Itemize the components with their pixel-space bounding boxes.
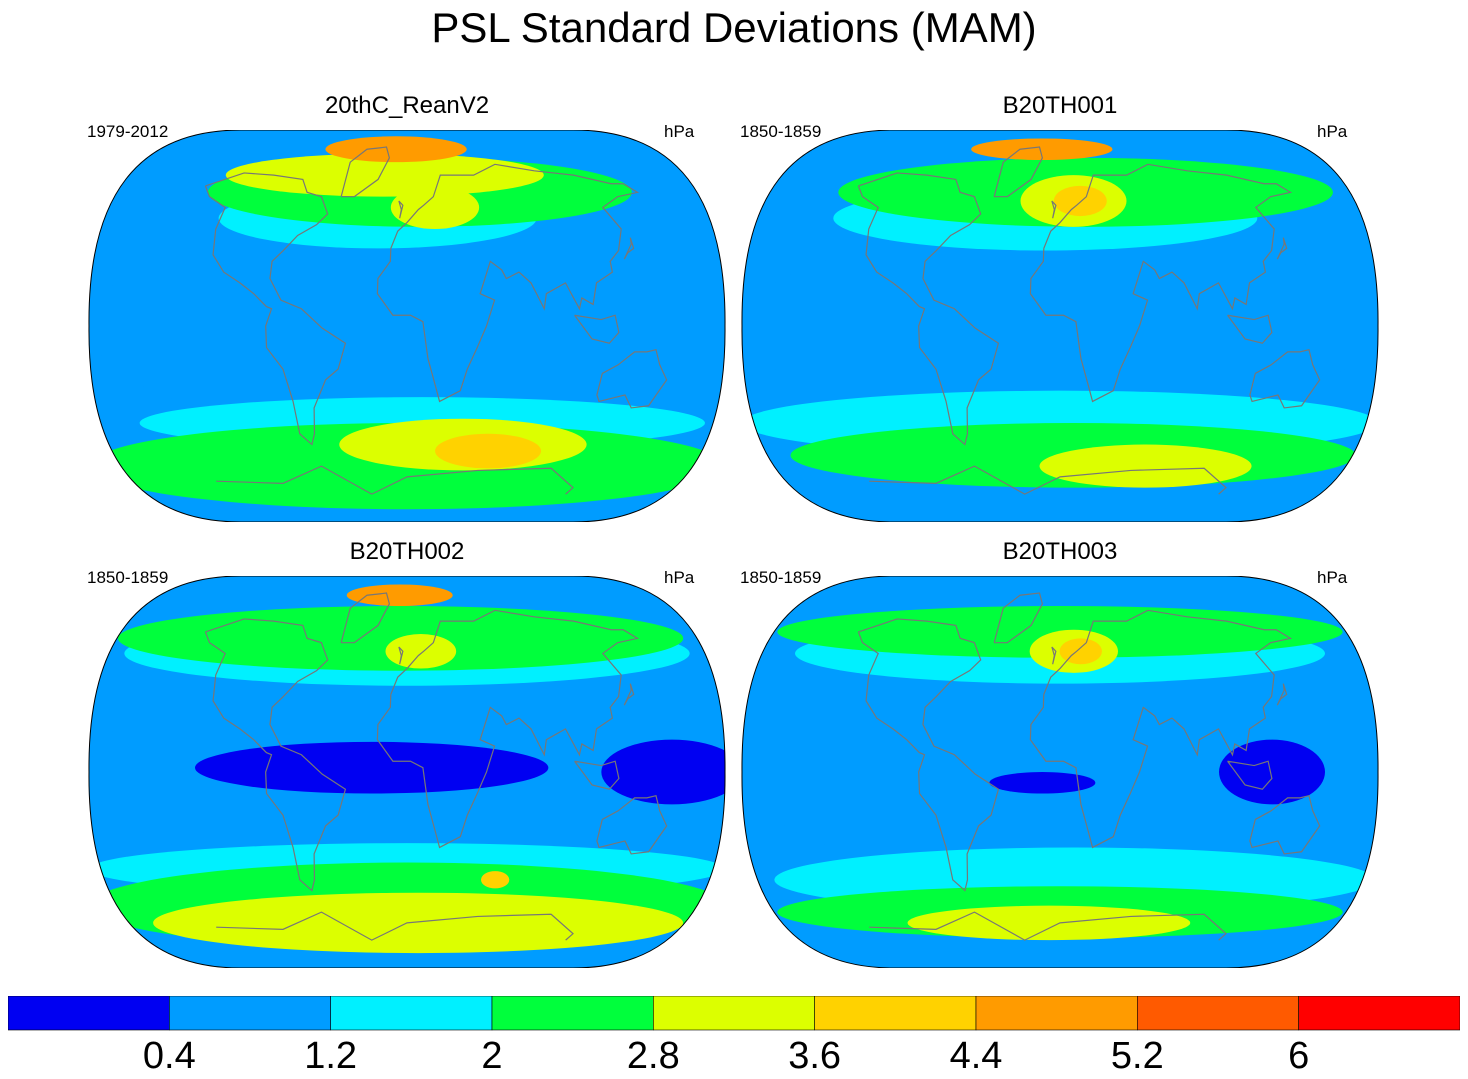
coastline <box>993 592 1044 644</box>
panel-b20th002: B20TH002 1850-1859 hPa <box>87 538 737 983</box>
contour-region <box>346 584 453 607</box>
coastline <box>1051 200 1057 219</box>
coastline <box>398 646 404 665</box>
colorbar-label: 2.8 <box>626 1035 680 1077</box>
colorbar-swatch <box>330 996 493 1031</box>
contour-region <box>971 138 1113 161</box>
panel-title: 20thC_ReanV2 <box>324 92 490 119</box>
coastline <box>857 618 1000 892</box>
coastline <box>340 592 391 644</box>
coastline <box>1029 609 1293 849</box>
coastline <box>1029 163 1293 403</box>
panel-title: B20TH003 <box>1002 538 1118 565</box>
contour-region <box>481 871 510 889</box>
contour-region <box>325 136 467 163</box>
coastline <box>1276 237 1288 260</box>
map-20thc-reanv2 <box>88 130 726 522</box>
map-border <box>88 130 726 522</box>
panel-units: hPa <box>1317 122 1348 141</box>
coastline <box>596 348 668 409</box>
coastline <box>216 911 574 941</box>
coastline <box>398 200 404 219</box>
coastline <box>574 760 620 790</box>
coastline <box>340 146 391 198</box>
contour-region <box>601 739 726 805</box>
panel-title: B20TH001 <box>1002 92 1118 119</box>
map-b20th003 <box>741 576 1379 968</box>
colorbar-label: 2 <box>481 1035 503 1077</box>
contour-region <box>89 218 725 434</box>
coastline <box>376 609 640 849</box>
coastline <box>1051 646 1057 665</box>
colorbar-swatch <box>975 996 1138 1031</box>
contour-region <box>1219 739 1325 805</box>
colorbar-swatch <box>653 996 815 1031</box>
map-field <box>88 130 726 522</box>
map-border <box>88 576 726 968</box>
panel-period: 1979-2012 <box>87 122 169 141</box>
map-field <box>741 130 1379 522</box>
contour-region <box>195 741 549 794</box>
coastline <box>1227 760 1273 790</box>
colorbar-label: 0.4 <box>142 1035 196 1077</box>
contour-region <box>742 229 1378 423</box>
colorbar-label: 4.4 <box>949 1035 1003 1077</box>
figure-title: PSL Standard Deviations (MAM) <box>431 4 1037 51</box>
coastline <box>1249 794 1321 855</box>
contour-region <box>385 634 457 669</box>
map-field <box>741 576 1379 968</box>
map-b20th001 <box>741 130 1379 522</box>
contour-region <box>989 772 1096 794</box>
colorbar-swatch <box>1137 996 1299 1031</box>
contour-region <box>742 664 1378 880</box>
map-border <box>741 130 1379 522</box>
colorbar-label: 5.2 <box>1110 1035 1164 1077</box>
colorbar-swatch <box>491 996 654 1031</box>
coastline <box>204 618 347 892</box>
panel-period: 1850-1859 <box>87 568 169 587</box>
coastline <box>216 465 574 495</box>
coastline <box>869 911 1227 941</box>
coastline <box>1276 683 1288 706</box>
colorbar-swatch <box>8 996 170 1031</box>
panel-title: B20TH002 <box>349 538 465 565</box>
colorbar-swatch <box>814 996 977 1031</box>
coastline <box>623 683 635 706</box>
coastline <box>623 237 635 260</box>
panel-b20th001: B20TH001 1850-1859 hPa <box>740 92 1390 537</box>
colorbar-swatch <box>1298 996 1460 1031</box>
map-border <box>741 576 1379 968</box>
contour-region <box>1039 444 1252 488</box>
map-b20th002 <box>88 576 726 968</box>
colorbar-label: 3.6 <box>788 1035 842 1077</box>
colorbar-swatch <box>169 996 331 1031</box>
coastline <box>1227 314 1273 344</box>
panel-units: hPa <box>664 568 695 587</box>
map-field <box>88 576 726 968</box>
coastline <box>993 146 1044 198</box>
colorbar <box>8 996 1460 1031</box>
contour-region <box>153 892 684 954</box>
coastline <box>204 172 347 446</box>
panel-b20th003: B20TH003 1850-1859 hPa <box>740 538 1390 983</box>
contour-region <box>1059 638 1102 665</box>
contour-region <box>390 185 480 229</box>
contour-region <box>435 433 542 469</box>
colorbar-label: 1.2 <box>304 1035 358 1077</box>
coastline <box>574 314 620 344</box>
coastline <box>376 163 640 403</box>
panel-period: 1850-1859 <box>740 122 822 141</box>
coastline <box>869 465 1227 495</box>
coastline <box>596 794 668 855</box>
panel-period: 1850-1859 <box>740 568 822 587</box>
contour-region <box>1053 185 1107 217</box>
colorbar-label: 6 <box>1288 1035 1310 1077</box>
coastline <box>1249 348 1321 409</box>
panel-units: hPa <box>1317 568 1348 587</box>
coastline <box>857 172 1000 446</box>
panel-20thc-reanv2: 20thC_ReanV2 1979-2012 hPa <box>87 92 737 537</box>
panel-units: hPa <box>664 122 695 141</box>
